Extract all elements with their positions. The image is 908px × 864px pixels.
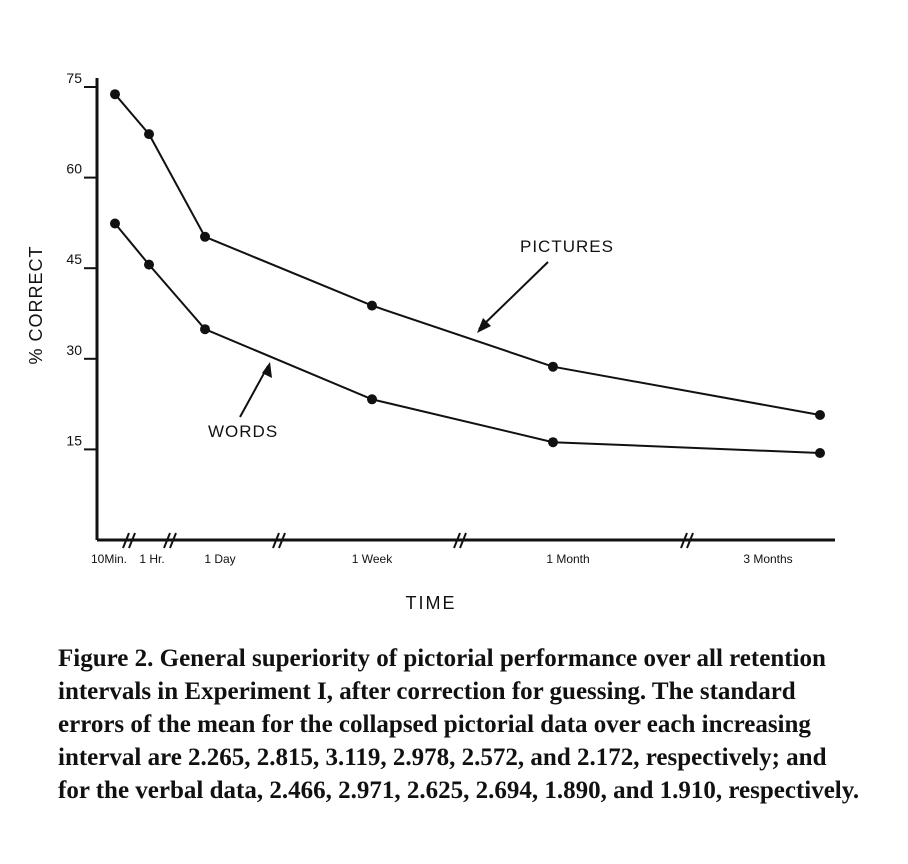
x-tick-label: 1 Week xyxy=(352,552,393,566)
pictures-pointer-arrow xyxy=(478,261,549,330)
series-label-words: WORDS xyxy=(208,422,278,441)
caption-label: Figure 2. xyxy=(58,645,154,672)
data-point-words xyxy=(144,259,154,270)
axis-break-mark xyxy=(680,532,688,549)
x-tick-label: 3 Months xyxy=(743,552,792,566)
x-ticks: 10Min. 1 Hr. 1 Day 1 Week 1 Month 3 Months xyxy=(91,532,793,566)
x-axis-title: TIME xyxy=(406,593,457,613)
series-annotations: PICTURES WORDS xyxy=(208,237,614,441)
data-point-pictures xyxy=(367,300,377,311)
words-pointer-arrow xyxy=(239,365,269,418)
y-tick-label: 45 xyxy=(66,251,82,267)
y-tick-label: 75 xyxy=(66,70,82,86)
axis-break-mark xyxy=(453,532,461,549)
data-point-pictures xyxy=(110,89,120,100)
axis-break-mark xyxy=(272,532,280,549)
retention-line-chart: 15 30 45 60 75 10Min. 1 Hr. 1 Day 1 Week 1 Month… xyxy=(26,70,835,613)
data-point-pictures xyxy=(548,361,558,372)
data-point-pictures xyxy=(815,410,825,420)
axis-break-mark xyxy=(163,532,171,549)
data-point-pictures xyxy=(144,129,154,140)
caption-text: General superiority of pictorial perform… xyxy=(58,645,860,804)
data-point-words xyxy=(200,324,210,335)
axis-break-mark xyxy=(169,532,177,549)
axis-break-mark xyxy=(686,532,694,549)
series-label-pictures: PICTURES xyxy=(520,237,614,256)
data-point-words xyxy=(367,394,377,405)
series-line-pictures xyxy=(114,93,821,416)
y-axis-title: % CORRECT xyxy=(26,245,46,364)
x-tick-label: 1 Hr. xyxy=(139,552,164,566)
pictures-arrowhead xyxy=(477,318,491,333)
x-tick-label: 1 Day xyxy=(204,552,235,566)
axis-break-mark xyxy=(122,532,130,549)
data-point-words xyxy=(110,218,120,229)
axis-break-mark xyxy=(278,532,286,549)
y-tick-label: 15 xyxy=(66,432,82,448)
x-tick-label: 10Min. xyxy=(91,552,127,566)
series-line-words xyxy=(114,222,821,454)
x-tick-label: 1 Month xyxy=(546,552,589,566)
axis-break-mark xyxy=(459,532,467,549)
words-arrowhead xyxy=(262,362,272,378)
y-ticks: 15 30 45 60 75 xyxy=(66,70,97,451)
series-layer xyxy=(110,89,825,458)
data-point-words xyxy=(548,437,558,448)
y-tick-label: 60 xyxy=(66,161,82,177)
data-point-words xyxy=(815,448,825,458)
data-point-pictures xyxy=(200,231,210,242)
axis-break-mark xyxy=(128,532,136,549)
y-tick-label: 30 xyxy=(66,342,82,358)
figure-caption: Figure 2. General superiority of pictori… xyxy=(58,642,862,807)
